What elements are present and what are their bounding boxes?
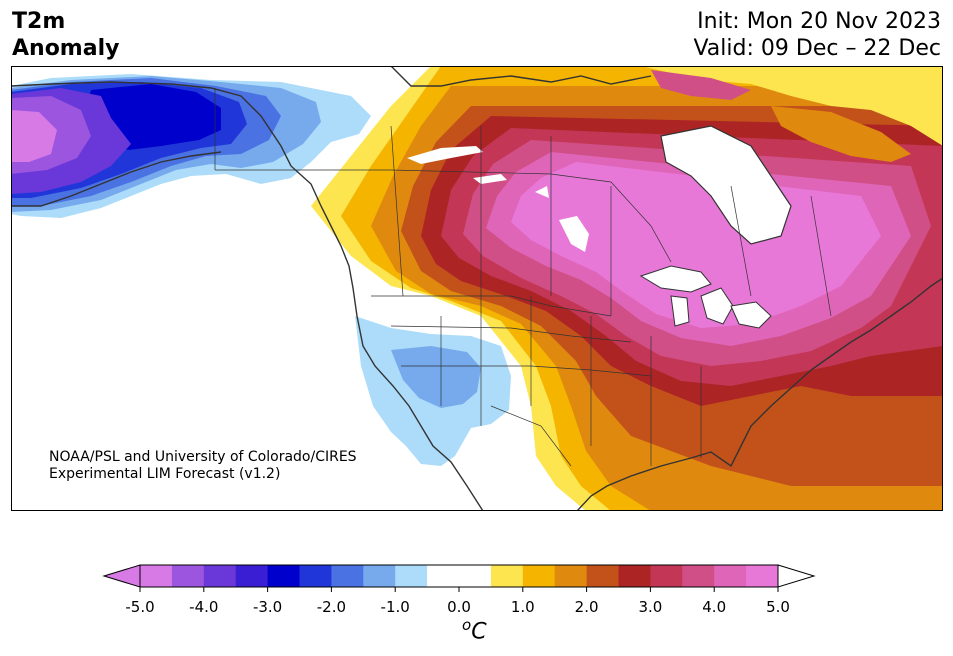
- great-lakes: [639, 265, 772, 329]
- colorbar-segment: [427, 565, 460, 587]
- colorbar-segment: [299, 565, 332, 587]
- unit-degree: o: [462, 616, 472, 634]
- colorbar-segment: [650, 565, 683, 587]
- cold-anomaly-southwest: [355, 316, 511, 466]
- colorbar-segment: [714, 565, 747, 587]
- colorbar-segment: [331, 565, 364, 587]
- colorbar-tick-label: 3.0: [638, 598, 663, 616]
- colorbar-segment: [363, 565, 396, 587]
- colorbar-segment: [203, 565, 237, 587]
- colorbar-tick-label: -5.0: [125, 598, 155, 616]
- colorbar-segment: [682, 565, 715, 587]
- coastlines: [11, 66, 943, 511]
- colorbar-segment: [235, 565, 269, 587]
- credit-text: NOAA/PSL and University of Colorado/CIRE…: [49, 449, 357, 483]
- colorbar-tick-label: -4.0: [189, 598, 219, 616]
- colorbar-tick-label: 2.0: [574, 598, 599, 616]
- colorbar-segment: [171, 565, 205, 587]
- colorbar-tick-label: -1.0: [380, 598, 410, 616]
- title-line-2: Anomaly: [12, 36, 120, 61]
- cold-anomaly-alaska: [11, 74, 371, 218]
- colorbar-tick-label: 5.0: [766, 598, 790, 616]
- colorbar-segment: [140, 565, 173, 587]
- init-date: Init: Mon 20 Nov 2023: [697, 9, 941, 34]
- colorbar-tick-label: -2.0: [316, 598, 347, 616]
- colorbar-under-arrow: [102, 564, 141, 588]
- temperature-anomaly-map: [11, 66, 943, 511]
- credit-line-1: NOAA/PSL and University of Colorado/CIRE…: [49, 449, 357, 465]
- canadian-lakes: [407, 146, 589, 252]
- map-title: T2m Anomaly: [12, 8, 119, 62]
- title-line-1: T2m: [12, 9, 66, 34]
- colorbar-segment: [618, 565, 651, 587]
- colorbar-segment: [746, 565, 779, 587]
- colorbar-tick-label: 4.0: [702, 598, 727, 616]
- valid-date: Valid: 09 Dec – 22 Dec: [693, 36, 941, 61]
- colorbar-segment: [267, 565, 300, 587]
- colorbar-segment: [395, 565, 428, 587]
- colorbar: [102, 564, 816, 592]
- forecast-dates: Init: Mon 20 Nov 2023 Valid: 09 Dec – 22…: [693, 8, 941, 62]
- colorbar-segment: [459, 565, 492, 587]
- hudson-bay: [660, 125, 792, 245]
- map-frame: [11, 66, 943, 511]
- colorbar-segment: [586, 565, 619, 587]
- colorbar-tick-label: -3.0: [252, 598, 283, 616]
- borders: [214, 88, 832, 467]
- warm-anomaly-arctic: [641, 66, 943, 162]
- colorbar-tick-label: 0.0: [447, 598, 471, 616]
- colorbar-over-arrow: [777, 564, 816, 588]
- unit-celsius: C: [471, 619, 487, 645]
- colorbar-segment: [490, 565, 524, 587]
- colorbar-tick-label: 1.0: [510, 598, 535, 616]
- colorbar-segment: [554, 565, 588, 587]
- colorbar-unit: oC: [462, 616, 487, 644]
- credit-line-2: Experimental LIM Forecast (v1.2): [49, 466, 281, 482]
- colorbar-segment: [522, 565, 556, 587]
